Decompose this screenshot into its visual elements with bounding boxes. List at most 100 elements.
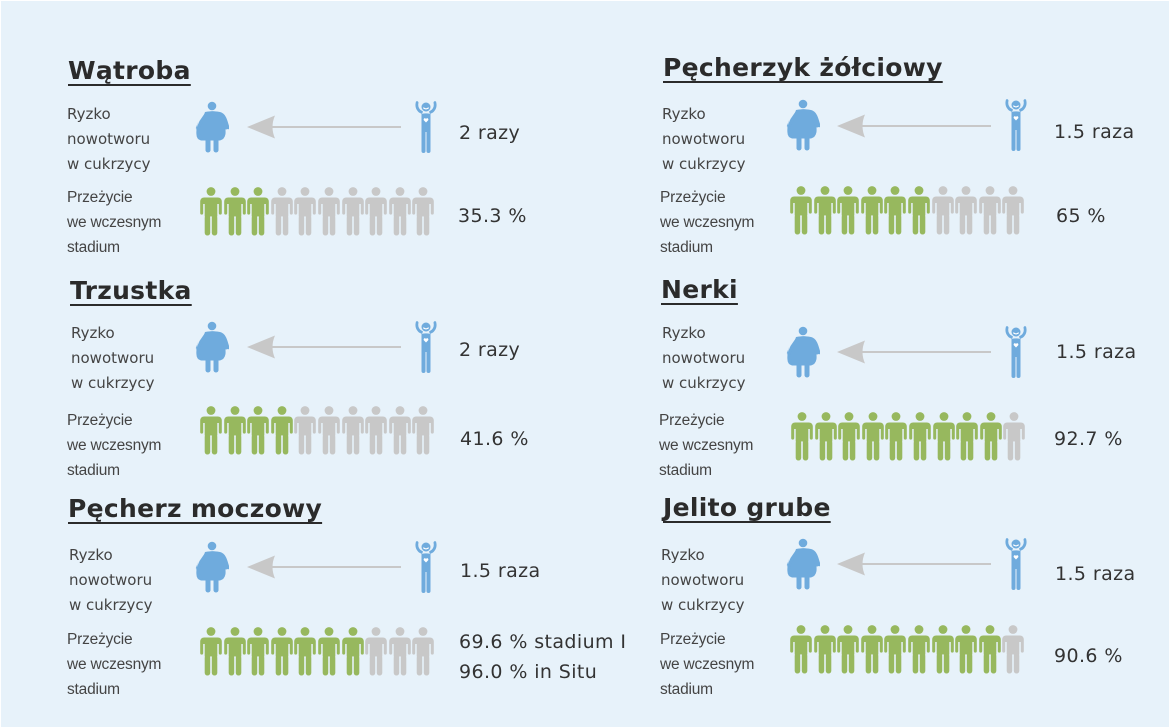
survival-label-line: stadium [67, 681, 120, 698]
survivor-person-icon [908, 186, 930, 239]
overweight-person-icon [195, 101, 230, 157]
survival-label-line: stadium [67, 239, 120, 256]
risk-label-line: nowotworu [662, 349, 746, 367]
survivor-person-icon [956, 412, 978, 465]
survivor-person-icon [978, 625, 1001, 678]
survivor-person-icon [837, 186, 859, 239]
survival-label-line: Przeżycie [67, 631, 133, 648]
overweight-person-icon [195, 541, 230, 597]
survivor-person-icon [931, 625, 954, 678]
survivor-person-icon [814, 412, 837, 465]
non-survivor-person-icon [365, 627, 387, 680]
risk-label-line: nowotworu [69, 571, 153, 589]
survivor-person-icon [270, 406, 293, 459]
non-survivor-person-icon [412, 406, 435, 459]
survivor-person-icon [838, 412, 860, 465]
survival-label: Przeżycie we wczesnym stadium [660, 627, 754, 702]
arrow-left-icon [835, 113, 995, 143]
non-survivor-person-icon [388, 627, 411, 680]
non-survivor-person-icon [388, 406, 411, 459]
non-survivor-person-icon [931, 186, 954, 239]
risk-label: Ryzko nowotworu w cukrzycy [661, 543, 745, 618]
risk-label-line: Ryzko [69, 546, 113, 564]
survivor-person-icon [813, 625, 836, 678]
survivor-person-icon [270, 627, 293, 680]
survivor-person-icon [813, 186, 836, 239]
cheering-person-icon [1001, 325, 1031, 383]
survivor-person-icon [860, 186, 883, 239]
risk-label-line: w cukrzycy [67, 155, 151, 173]
risk-label: Ryzko nowotworu w cukrzycy [69, 543, 153, 618]
non-survivor-person-icon [365, 406, 387, 459]
survivor-person-icon [837, 625, 859, 678]
survivor-person-icon [223, 627, 246, 680]
cheering-person-icon [411, 540, 441, 598]
risk-label-line: Ryzko [67, 105, 111, 123]
survivor-person-icon [200, 406, 222, 459]
arrow-left-icon [245, 554, 405, 584]
risk-label: Ryzko nowotworu w cukrzycy [662, 102, 746, 177]
survival-value: 41.6 % [460, 424, 529, 454]
survival-value-line: 90.6 % [1054, 645, 1123, 667]
risk-label: Ryzko nowotworu w cukrzycy [662, 321, 746, 396]
risk-label-line: Ryzko [662, 324, 706, 342]
risk-label-line: w cukrzycy [69, 596, 153, 614]
survival-value: 90.6 % [1054, 641, 1123, 671]
non-survivor-person-icon [341, 406, 364, 459]
survival-label-line: Przeżycie [660, 631, 726, 648]
risk-value: 2 razy [459, 339, 521, 361]
survival-label-line: we wczesnym [67, 656, 162, 673]
survivor-person-icon [908, 625, 930, 678]
cheering-person-icon [411, 320, 441, 378]
survival-label-line: Przeżycie [67, 412, 133, 429]
risk-label-line: Ryzko [71, 324, 115, 342]
risk-label-line: nowotworu [67, 130, 151, 148]
survival-value-line: 65 % [1056, 205, 1106, 227]
risk-value: 2 razy [459, 122, 521, 144]
non-survivor-person-icon [955, 186, 977, 239]
survivor-person-icon [247, 187, 269, 240]
overweight-person-icon [786, 99, 821, 155]
arrow-left-icon [245, 334, 405, 364]
survival-label: Przeżycie we wczesnym stadium [660, 185, 754, 260]
card-title: Pęcherz moczowy [68, 494, 323, 523]
non-survivor-person-icon [1002, 186, 1025, 239]
survival-label-line: Przeżycie [660, 189, 726, 206]
non-survivor-person-icon [318, 406, 340, 459]
survivor-person-icon [341, 627, 364, 680]
survivor-person-icon [790, 625, 812, 678]
survival-label-line: we wczesnym [67, 437, 162, 454]
card-title: Nerki [661, 275, 738, 304]
overweight-person-icon [786, 538, 821, 594]
non-survivor-person-icon [318, 187, 340, 240]
card-title: Wątroba [68, 56, 191, 85]
survivor-person-icon [200, 627, 222, 680]
arrow-left-icon [835, 551, 995, 581]
cheering-person-icon [1001, 98, 1031, 156]
risk-value: 1.5 raza [1055, 563, 1136, 585]
survivor-person-icon [791, 412, 813, 465]
survival-label-line: stadium [67, 462, 120, 479]
non-survivor-person-icon [294, 406, 317, 459]
survivor-person-icon [223, 406, 246, 459]
risk-label-line: w cukrzycy [662, 374, 746, 392]
survivor-person-icon [223, 187, 246, 240]
survivor-person-icon [979, 412, 1002, 465]
survival-label-line: stadium [660, 239, 713, 256]
arrow-left-icon [835, 339, 995, 369]
non-survivor-person-icon [270, 187, 293, 240]
survivor-person-icon [318, 627, 340, 680]
survivor-person-icon [932, 412, 955, 465]
risk-label-line: Ryzko [662, 105, 706, 123]
risk-label-line: nowotworu [661, 571, 745, 589]
survivor-person-icon [861, 412, 884, 465]
survivor-person-icon [294, 627, 317, 680]
non-survivor-person-icon [341, 187, 364, 240]
risk-label-line: nowotworu [662, 130, 746, 148]
survival-value-line: 96.0 % in Situ [459, 661, 598, 683]
risk-label: Ryzko nowotworu w cukrzycy [67, 102, 151, 177]
survival-label-line: Przeżycie [67, 189, 133, 206]
non-survivor-person-icon [1002, 625, 1025, 678]
risk-label-line: w cukrzycy [661, 596, 745, 614]
survival-label-line: stadium [660, 681, 713, 698]
